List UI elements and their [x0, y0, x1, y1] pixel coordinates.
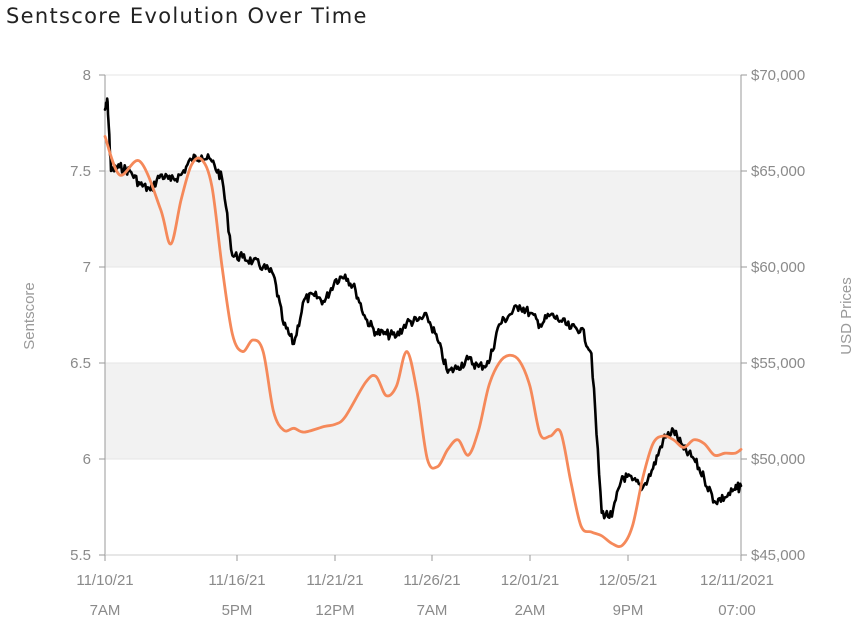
x-tick-label-date: 11/10/21 — [76, 572, 133, 589]
y-tick-label: 6 — [83, 451, 91, 468]
x-tick-label-time: 12PM — [315, 602, 354, 619]
plot-band — [105, 171, 741, 267]
x-tick-label-time: 7AM — [417, 602, 448, 619]
right-tick-labels: $70,000 $65,000 $60,000 $55,000 $50,000 $45,0… — [751, 67, 805, 564]
x-tick-label-time: 9PM — [613, 602, 644, 619]
y-tick-label: 7.5 — [70, 163, 91, 180]
usd-price-line — [103, 135, 743, 548]
y2-tick-label: $65,000 — [751, 163, 805, 180]
sentscore-line — [103, 97, 743, 520]
y2-tick-label: $60,000 — [751, 259, 805, 276]
y2-tick-label: $50,000 — [751, 451, 805, 468]
x-tick-label-time: 7AM — [90, 602, 121, 619]
x-tick-label-date: 11/16/21 — [208, 572, 265, 589]
plot-band — [105, 363, 741, 459]
axes — [99, 74, 747, 561]
y-tick-label: 5.5 — [70, 547, 91, 564]
chart-title: Sentscore Evolution Over Time — [6, 4, 368, 28]
x-tick-label-date: 11/26/21 — [403, 572, 460, 589]
y-axis-label: Sentscore — [21, 282, 38, 350]
y-tick-label: 8 — [83, 67, 91, 84]
x-tick-label-time: 07:00 — [718, 602, 756, 619]
left-tick-labels: 8 7.5 7 6.5 6 5.5 — [70, 67, 91, 564]
y2-tick-label: $45,000 — [751, 547, 805, 564]
x-tick-label-date: 12/11/2021 — [700, 572, 774, 589]
x-tick-label-date: 12/05/21 — [599, 572, 657, 589]
x-tick-label-date: 11/21/21 — [306, 572, 363, 589]
y-tick-label: 6.5 — [70, 355, 91, 372]
x-tick-label-date: 12/01/21 — [501, 572, 559, 589]
y2-axis-label: USD Prices — [838, 277, 853, 355]
x-tick-labels: 11/10/21 7AM 11/16/21 5PM 11/21/21 12PM 11/26/… — [76, 572, 774, 619]
y-tick-label: 7 — [83, 259, 91, 276]
x-tick-label-time: 2AM — [515, 602, 546, 619]
x-tick-label-time: 5PM — [222, 602, 253, 619]
y2-tick-label: $70,000 — [751, 67, 805, 84]
series-lines — [103, 97, 743, 548]
y2-tick-label: $55,000 — [751, 355, 805, 372]
